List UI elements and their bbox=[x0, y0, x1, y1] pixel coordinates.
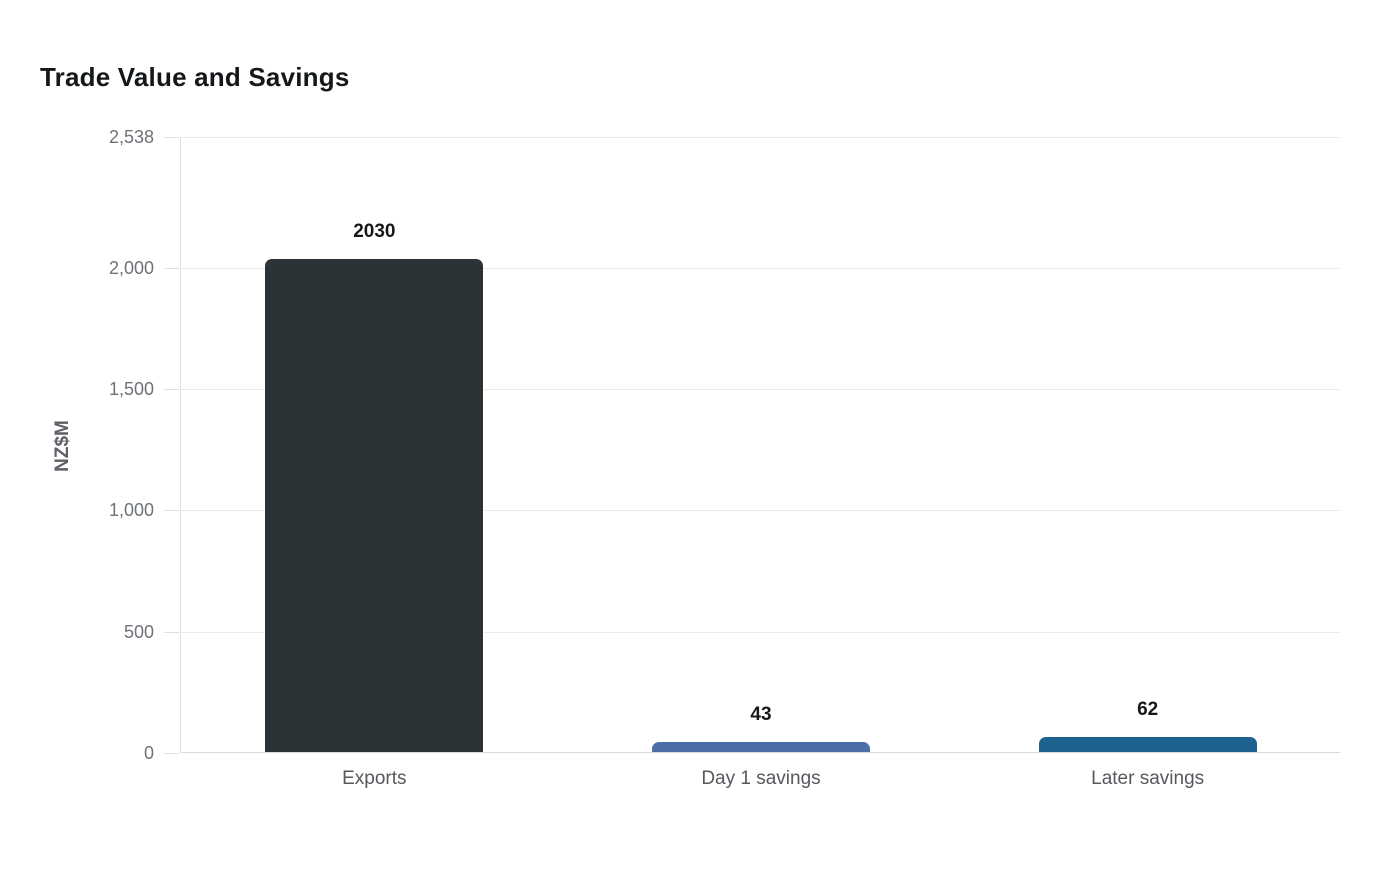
plot-area: 0 500 1,000 1,500 2,000 2,538 2030 Exports 43 Day… bbox=[109, 127, 1340, 789]
y-tick-mark bbox=[164, 137, 179, 138]
y-tick-mark bbox=[164, 510, 179, 511]
y-tick-label: 1,500 bbox=[108, 379, 154, 399]
y-gridline bbox=[181, 137, 1340, 138]
bar-value-label: 2030 bbox=[353, 221, 396, 243]
y-gridline bbox=[181, 389, 1340, 390]
x-category-label: Day 1 savings bbox=[701, 768, 821, 789]
bar-exports[interactable] bbox=[265, 259, 484, 752]
y-tick-mark bbox=[164, 632, 179, 633]
y-tick-mark bbox=[164, 268, 179, 269]
y-tick-label: 2,000 bbox=[108, 258, 154, 278]
bar-value-label: 62 bbox=[1137, 699, 1159, 720]
bar-day-1-savings[interactable] bbox=[652, 741, 870, 752]
y-tick-label: 2,538 bbox=[108, 127, 154, 147]
x-category-label: Later savings bbox=[1091, 768, 1205, 789]
x-category-label: Exports bbox=[342, 768, 407, 789]
bar-later-savings[interactable] bbox=[1038, 737, 1257, 752]
y-tick-label: 1,000 bbox=[108, 500, 154, 520]
y-gridline bbox=[181, 268, 1340, 269]
chart-title: Trade Value and Savings bbox=[40, 62, 350, 92]
y-tick-mark bbox=[164, 753, 179, 754]
y-gridline bbox=[181, 510, 1340, 511]
bar-value-label: 43 bbox=[750, 703, 772, 725]
y-tick-label: 0 bbox=[143, 743, 154, 763]
y-tick-label: 500 bbox=[123, 622, 154, 642]
y-tick-mark bbox=[164, 389, 179, 390]
y-gridline bbox=[181, 632, 1340, 633]
